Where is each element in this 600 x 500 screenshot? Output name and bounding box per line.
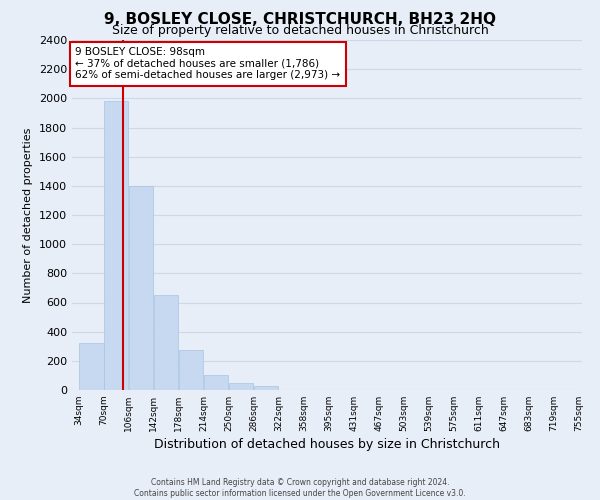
Y-axis label: Number of detached properties: Number of detached properties	[23, 128, 34, 302]
Bar	[129, 186, 154, 390]
Text: Size of property relative to detached houses in Christchurch: Size of property relative to detached ho…	[112, 24, 488, 37]
Bar	[179, 350, 203, 390]
Bar	[79, 342, 104, 390]
Text: Contains HM Land Registry data © Crown copyright and database right 2024.
Contai: Contains HM Land Registry data © Crown c…	[134, 478, 466, 498]
Bar	[229, 384, 253, 390]
Bar	[204, 376, 228, 390]
Text: 9 BOSLEY CLOSE: 98sqm
← 37% of detached houses are smaller (1,786)
62% of semi-d: 9 BOSLEY CLOSE: 98sqm ← 37% of detached …	[76, 48, 341, 80]
Text: 9, BOSLEY CLOSE, CHRISTCHURCH, BH23 2HQ: 9, BOSLEY CLOSE, CHRISTCHURCH, BH23 2HQ	[104, 12, 496, 28]
Bar	[104, 101, 128, 390]
Bar	[154, 295, 178, 390]
X-axis label: Distribution of detached houses by size in Christchurch: Distribution of detached houses by size …	[154, 438, 500, 451]
Bar	[254, 386, 278, 390]
